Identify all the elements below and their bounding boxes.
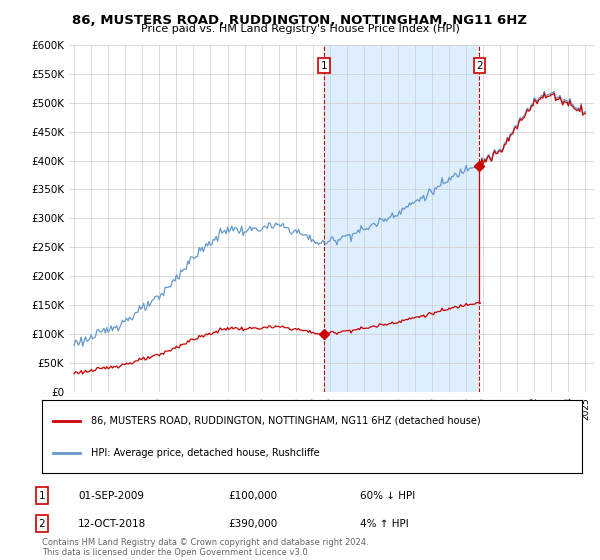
Bar [324, 45, 479, 392]
Text: 1: 1 [321, 60, 328, 71]
Text: Price paid vs. HM Land Registry's House Price Index (HPI): Price paid vs. HM Land Registry's House … [140, 24, 460, 34]
Text: 2: 2 [476, 60, 483, 71]
Text: 60% ↓ HPI: 60% ↓ HPI [360, 491, 415, 501]
Text: 2: 2 [38, 519, 46, 529]
Text: £100,000: £100,000 [228, 491, 277, 501]
Text: £390,000: £390,000 [228, 519, 277, 529]
Text: 4% ↑ HPI: 4% ↑ HPI [360, 519, 409, 529]
Text: 01-SEP-2009: 01-SEP-2009 [78, 491, 144, 501]
Text: HPI: Average price, detached house, Rushcliffe: HPI: Average price, detached house, Rush… [91, 448, 319, 458]
Text: 12-OCT-2018: 12-OCT-2018 [78, 519, 146, 529]
Text: 86, MUSTERS ROAD, RUDDINGTON, NOTTINGHAM, NG11 6HZ (detached house): 86, MUSTERS ROAD, RUDDINGTON, NOTTINGHAM… [91, 416, 480, 426]
Text: Contains HM Land Registry data © Crown copyright and database right 2024.
This d: Contains HM Land Registry data © Crown c… [42, 538, 368, 557]
Text: 86, MUSTERS ROAD, RUDDINGTON, NOTTINGHAM, NG11 6HZ: 86, MUSTERS ROAD, RUDDINGTON, NOTTINGHAM… [73, 14, 527, 27]
Text: 1: 1 [38, 491, 46, 501]
